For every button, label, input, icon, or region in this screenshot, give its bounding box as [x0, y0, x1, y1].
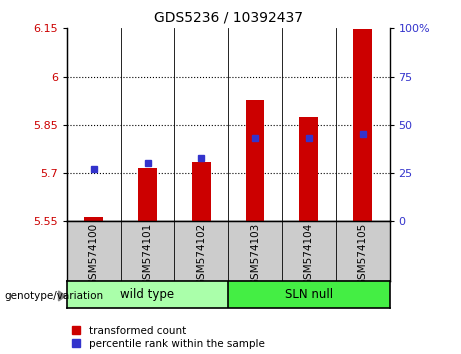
Bar [67, 281, 228, 308]
Bar [300, 117, 318, 221]
Bar [246, 100, 265, 221]
Bar [84, 217, 103, 221]
Bar [353, 29, 372, 221]
Text: GSM574102: GSM574102 [196, 223, 207, 286]
Bar [192, 162, 211, 221]
Text: SLN null: SLN null [285, 288, 333, 301]
Bar [138, 168, 157, 221]
Text: genotype/variation: genotype/variation [5, 291, 104, 301]
Text: GSM574100: GSM574100 [89, 223, 99, 286]
Bar [228, 281, 390, 308]
Text: GSM574105: GSM574105 [358, 223, 368, 286]
Title: GDS5236 / 10392437: GDS5236 / 10392437 [154, 10, 303, 24]
Text: GSM574103: GSM574103 [250, 223, 260, 286]
Text: wild type: wild type [120, 288, 175, 301]
Polygon shape [59, 291, 66, 301]
Text: GSM574104: GSM574104 [304, 223, 314, 286]
Text: GSM574101: GSM574101 [142, 223, 153, 286]
Legend: transformed count, percentile rank within the sample: transformed count, percentile rank withi… [72, 326, 265, 349]
